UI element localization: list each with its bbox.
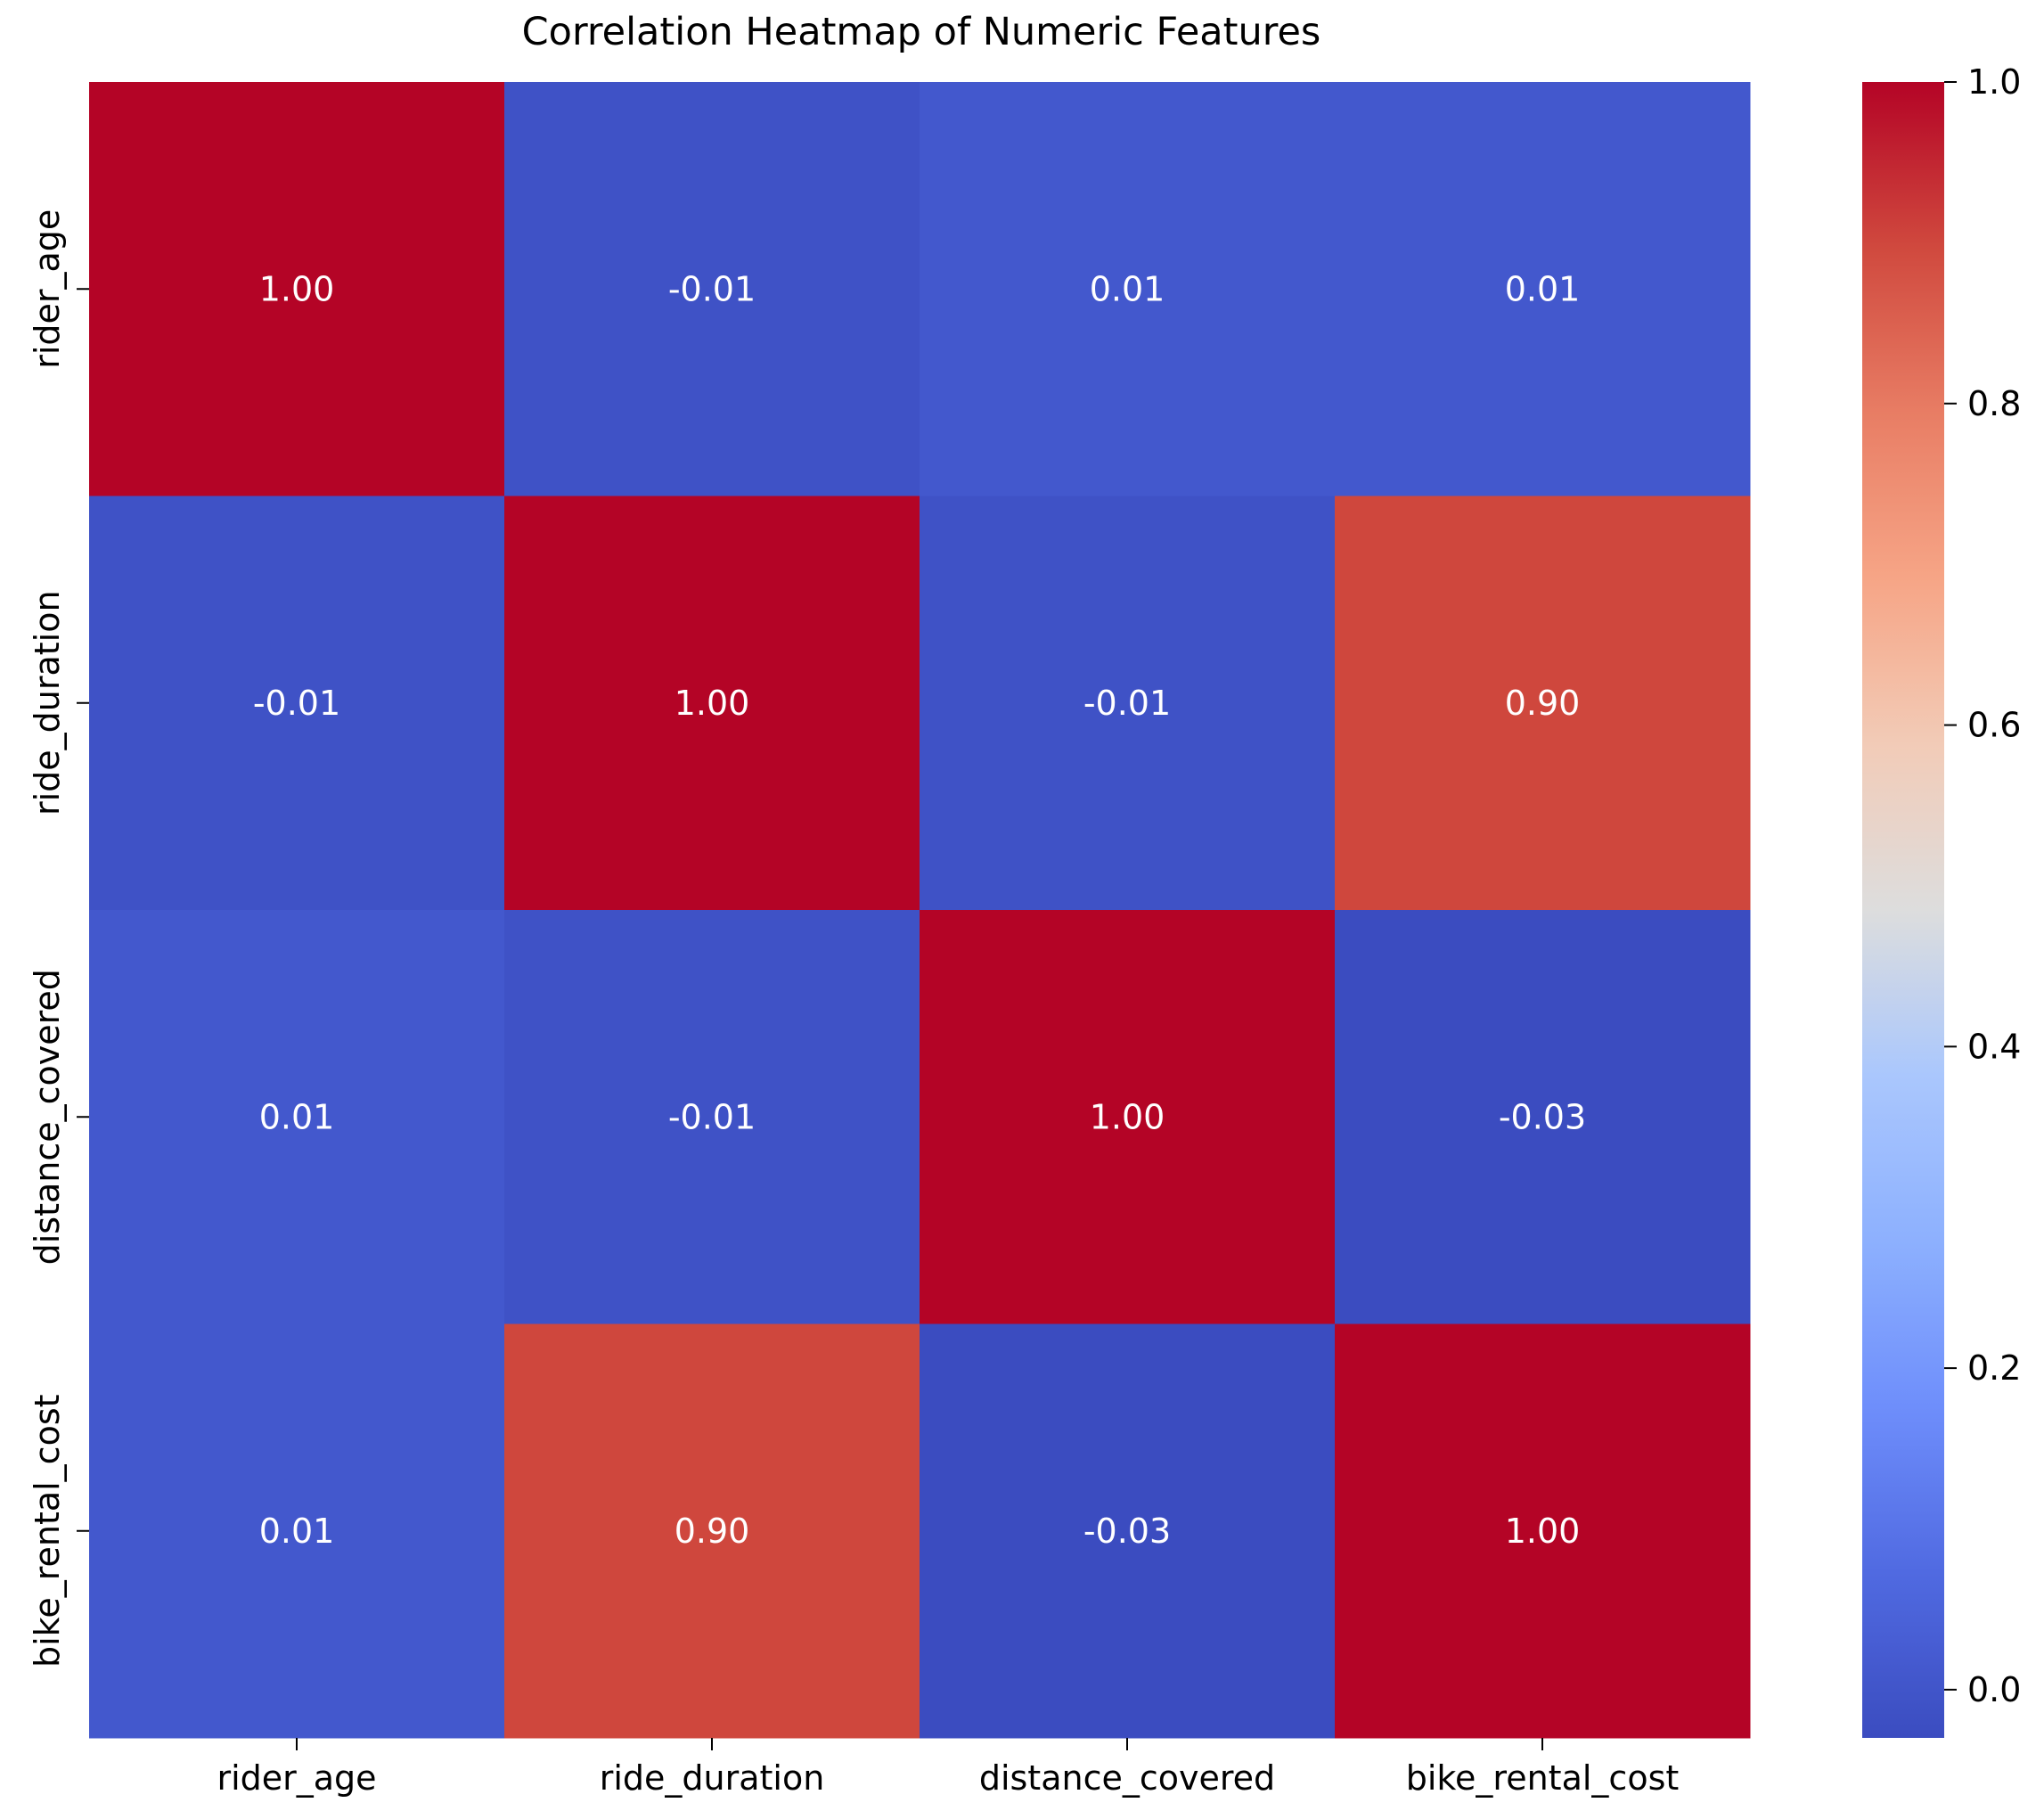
x-tick-label: bike_rental_cost (1406, 1758, 1680, 1798)
y-tick-label: ride_duration (28, 590, 67, 815)
heatmap-cell (89, 82, 505, 496)
cell-value-label: 0.01 (1505, 269, 1581, 308)
heatmap-cell (920, 496, 1336, 911)
cell-value-label: 1.00 (1505, 1512, 1581, 1551)
cell-value-label: -0.01 (253, 684, 340, 723)
heatmap-cells (89, 82, 1751, 1739)
colorbar (1862, 82, 1944, 1738)
heatmap-cell (89, 496, 505, 911)
y-axis: rider_age ride_duration distance_coveredbi… (28, 209, 89, 1667)
heatmap-cell (920, 910, 1336, 1324)
cell-value-label: 1.00 (675, 684, 750, 723)
cell-value-label: 0.90 (675, 1512, 750, 1551)
heatmap-cell (1335, 1323, 1751, 1739)
heatmap-cell (504, 910, 920, 1324)
y-tick-label: bike_rental_cost (28, 1394, 67, 1667)
colorbar-tick-label: 0.0 (1967, 1670, 2021, 1709)
cell-value-label: -0.01 (668, 1097, 756, 1136)
heatmap-cell (1335, 496, 1751, 911)
x-tick-label: distance_covered (979, 1758, 1275, 1798)
heatmap-cell (89, 910, 505, 1324)
x-tick-label: rider_age (217, 1758, 376, 1798)
cell-value-label: 0.01 (1090, 269, 1165, 308)
heatmap-cell (920, 1323, 1336, 1739)
x-tick-label: ride_duration (600, 1758, 825, 1798)
y-tick-label: rider_age (28, 209, 67, 369)
colorbar-axis: 0.0 0.2 0.4 0.6 0.8 1.0 (1944, 62, 2021, 1709)
heatmap-cell (504, 496, 920, 911)
heatmap-cell (1335, 910, 1751, 1324)
chart-title: Correlation Heatmap of Numeric Features (522, 10, 1321, 54)
heatmap-cell (504, 1323, 920, 1739)
cell-value-label: 1.00 (1090, 1097, 1165, 1136)
heatmap-cell (89, 1323, 505, 1739)
heatmap-cell (504, 82, 920, 496)
heatmap-cell-labels: 1.00 -0.01 0.01 0.01 -0.01 1.00 -0.01 0.90 0.01 -… (253, 269, 1586, 1551)
cell-value-label: 1.00 (259, 269, 335, 308)
cell-value-label: 0.90 (1505, 684, 1581, 723)
cell-value-label: 0.01 (259, 1512, 335, 1551)
colorbar-tick-label: 0.2 (1967, 1348, 2021, 1388)
colorbar-tick-label: 0.4 (1967, 1027, 2021, 1066)
cell-value-label: -0.01 (1083, 684, 1171, 723)
cell-value-label: 0.01 (259, 1097, 335, 1136)
cell-value-label: -0.03 (1083, 1512, 1171, 1551)
colorbar-tick-label: 0.8 (1967, 384, 2021, 423)
heatmap-cell (920, 82, 1336, 496)
colorbar-tick-label: 1.0 (1967, 62, 2021, 102)
cell-value-label: -0.01 (668, 269, 756, 308)
x-axis: rider_age ride_duration distance_covered bi… (217, 1738, 1679, 1798)
cell-value-label: -0.03 (1499, 1097, 1586, 1136)
colorbar-tick-label: 0.6 (1967, 706, 2021, 745)
heatmap-cell (1335, 82, 1751, 496)
y-tick-label: distance_covered (28, 969, 67, 1265)
